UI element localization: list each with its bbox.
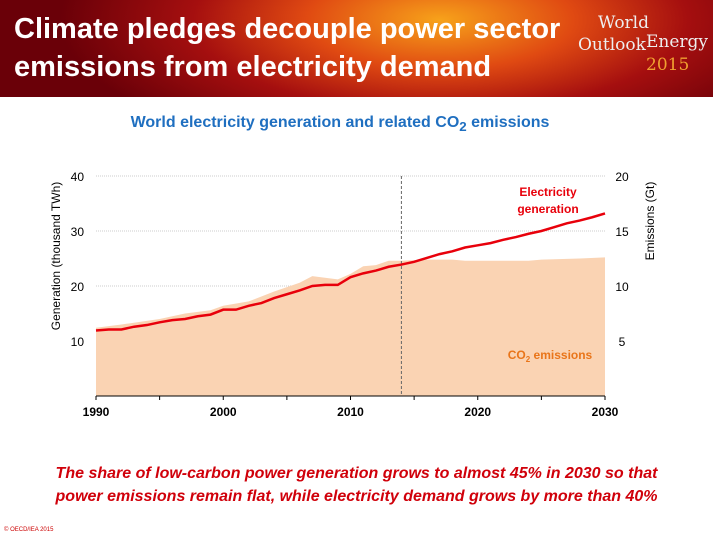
emissions-area [96, 257, 605, 396]
note-line-1: The share of low-carbon power generation… [55, 465, 658, 482]
x-tick-label: 2000 [210, 405, 237, 419]
takeaway-note: The share of low-carbon power generation… [0, 462, 713, 508]
emissions-label: CO2 emissions [508, 348, 593, 364]
y-axis-label: Generation (thousand TWh) [49, 182, 63, 331]
x-tick-label: 2020 [464, 405, 491, 419]
x-tick-label: 2010 [337, 405, 364, 419]
copyright: © OECD/IEA 2015 [4, 527, 54, 533]
logo-outlook: Outlook [578, 35, 646, 55]
x-tick-label: 2030 [592, 405, 619, 419]
note-line-2: power emissions remain flat, while elect… [55, 488, 658, 505]
generation-label: Electricity [519, 185, 577, 199]
y-tick-label: 10 [71, 335, 85, 349]
slide-title: Climate pledges decouple power sector em… [14, 10, 560, 86]
y-tick-label: 20 [71, 280, 85, 294]
logo-world: World [598, 13, 649, 33]
title-line-2: emissions from electricity demand [14, 51, 492, 83]
chart-title: World electricity generation and related… [130, 114, 550, 135]
y2-axis-label: Emissions (Gt) [643, 182, 657, 261]
title-banner: Climate pledges decouple power sector em… [0, 0, 713, 97]
y2-tick-label: 15 [615, 225, 629, 239]
y2-tick-label: 10 [615, 280, 629, 294]
generation-line [95, 212, 606, 332]
y-tick-label: 40 [71, 170, 85, 184]
logo-year: 2015 [646, 55, 690, 75]
x-tick-label: 1990 [83, 405, 110, 419]
logo-energy: Energy [646, 32, 709, 52]
y2-tick-label: 5 [619, 335, 626, 349]
title-line-1: Climate pledges decouple power sector [14, 13, 561, 45]
y2-tick-label: 20 [615, 170, 629, 184]
generation-label-2: generation [517, 202, 578, 216]
y-tick-label: 30 [71, 225, 85, 239]
